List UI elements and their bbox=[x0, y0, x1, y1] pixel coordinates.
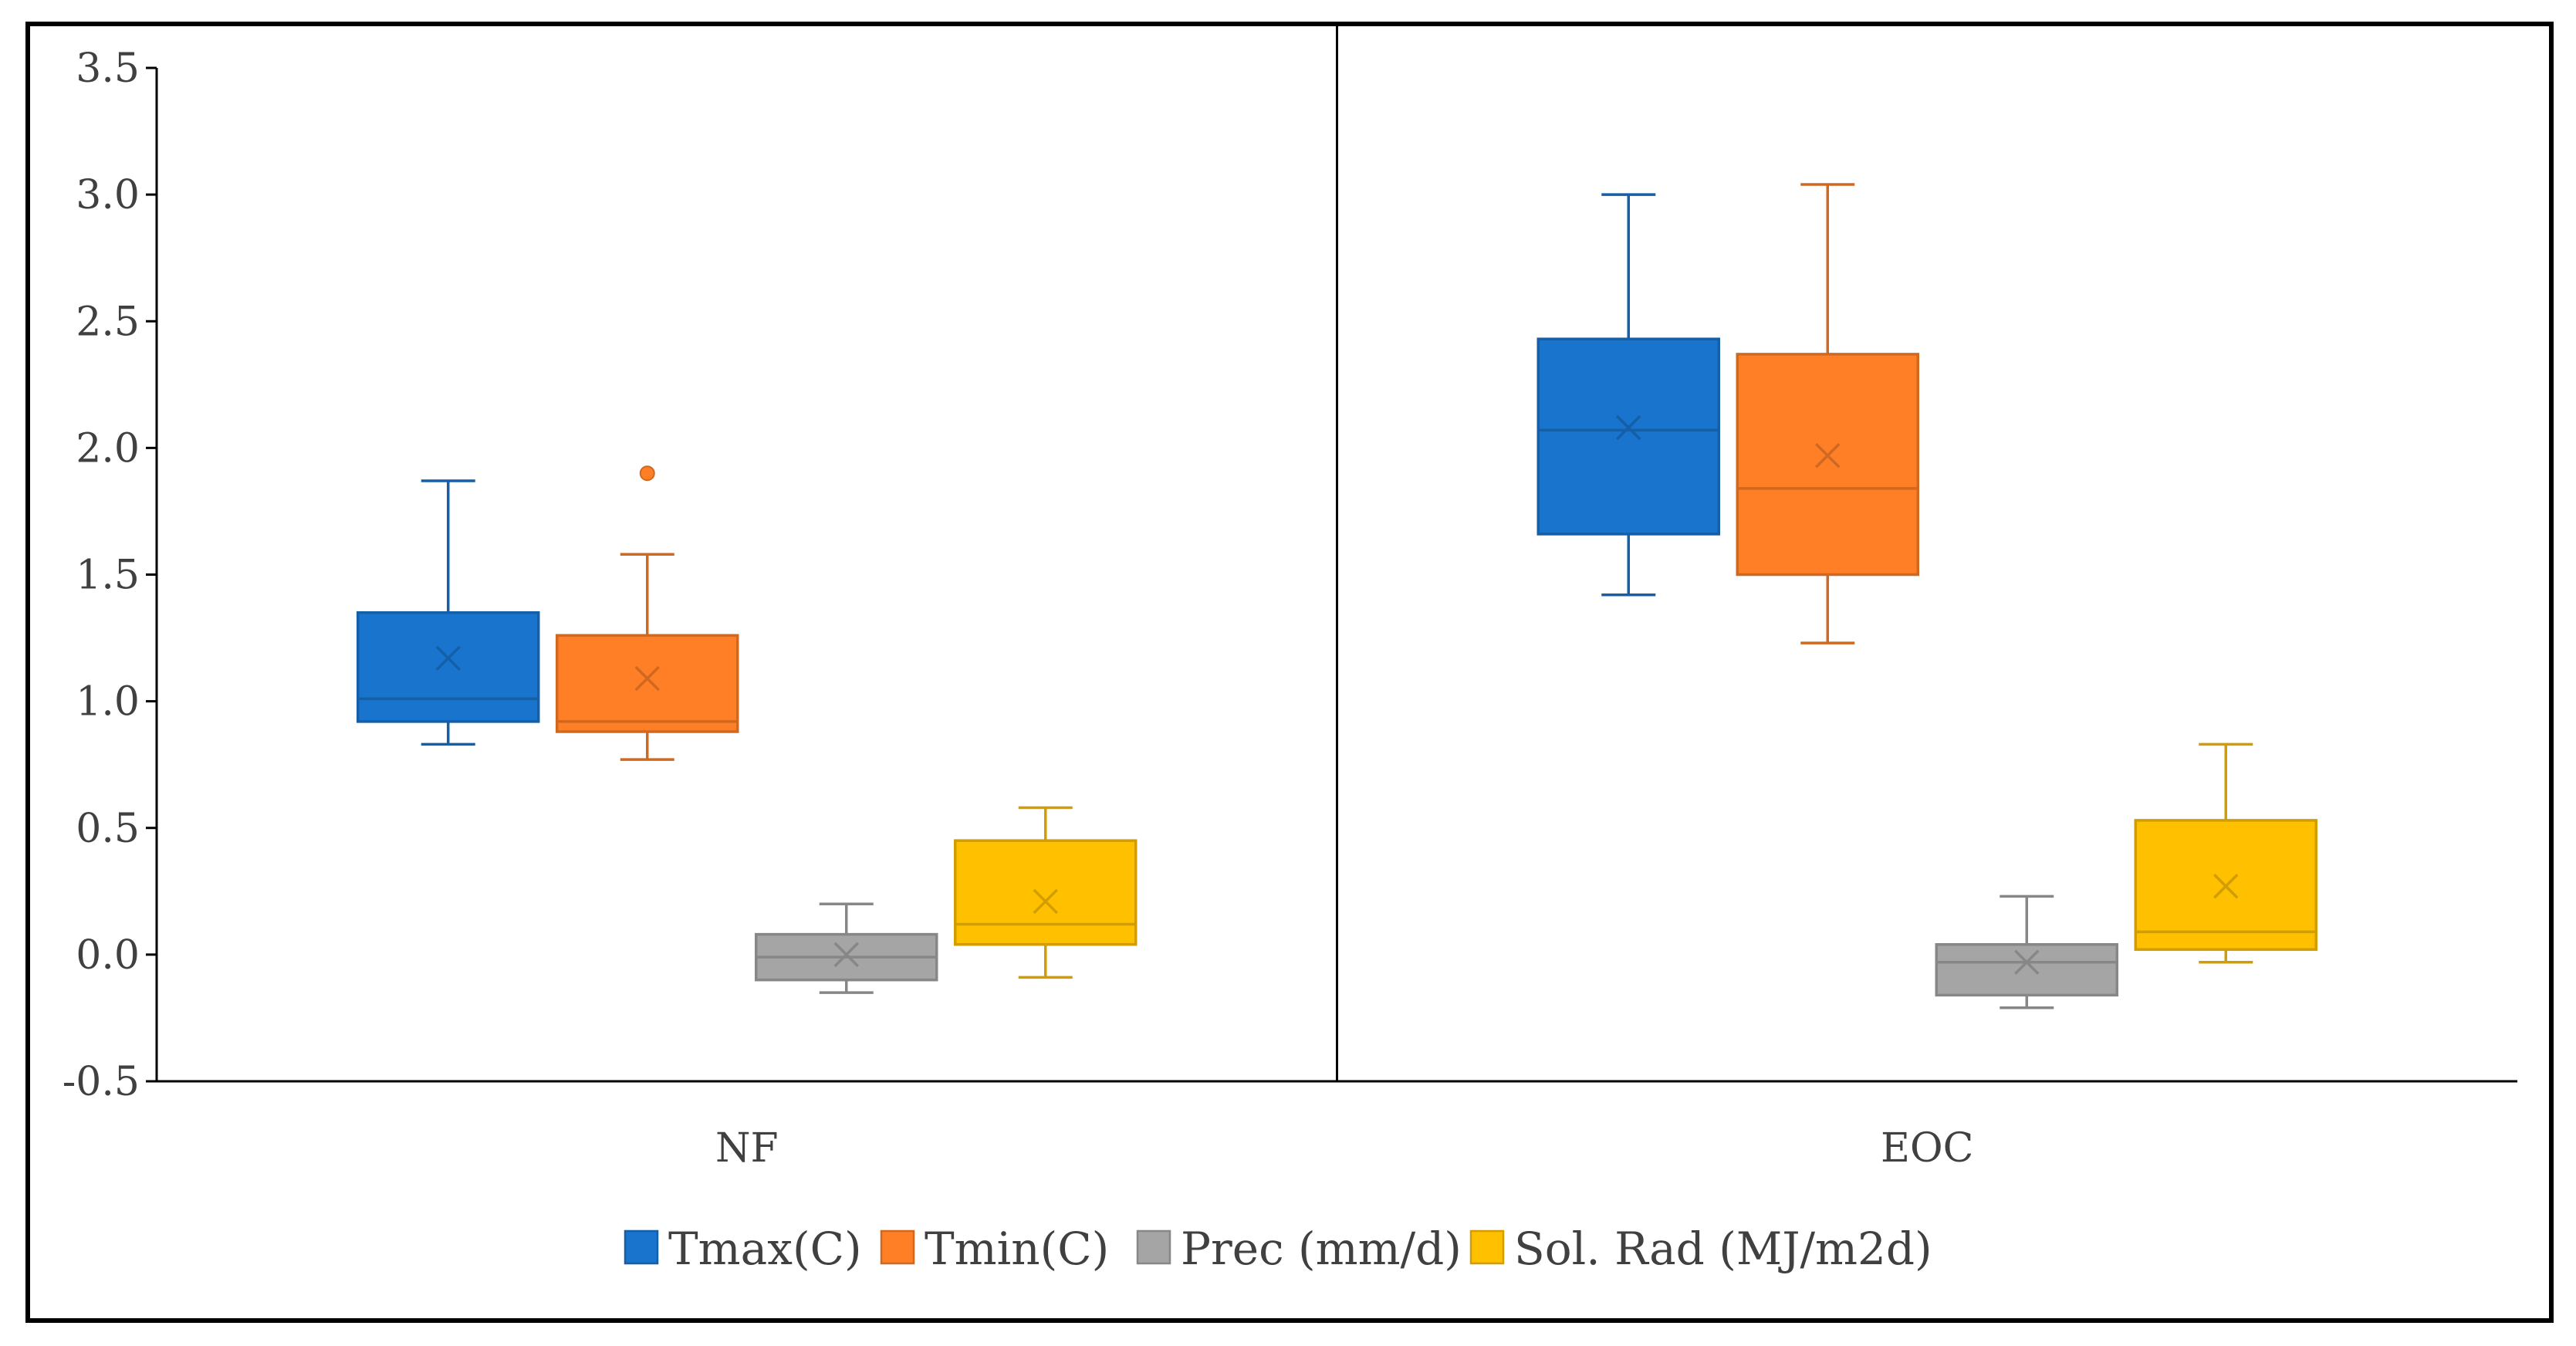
iqr-box bbox=[1935, 942, 2118, 997]
y-tick-label: 0.0 bbox=[76, 932, 140, 979]
legend-label: Sol. Rad (MJ/m2d) bbox=[1514, 1223, 1932, 1275]
mean-marker bbox=[435, 645, 461, 671]
mean-marker bbox=[1815, 442, 1841, 468]
iqr-box bbox=[1536, 337, 1720, 536]
plot-area bbox=[357, 183, 2317, 1010]
y-tick-label: 3.5 bbox=[76, 46, 140, 92]
box-sol-rad-mj-m2d--eoc bbox=[2134, 742, 2317, 964]
outlier-point bbox=[639, 465, 655, 482]
legend-label: Tmax(C) bbox=[668, 1223, 862, 1275]
iqr-box bbox=[1736, 353, 1919, 577]
mean-marker bbox=[1616, 414, 1641, 441]
y-tick-label: 2.5 bbox=[76, 299, 140, 345]
y-tick-label: 1.0 bbox=[76, 679, 140, 725]
box-prec-mm-d--nf bbox=[755, 902, 938, 994]
y-tick-label: 1.5 bbox=[76, 553, 140, 599]
mean-marker bbox=[2014, 949, 2040, 975]
mean-marker bbox=[1033, 888, 1058, 915]
y-tick-label: 2.0 bbox=[76, 425, 140, 472]
legend-swatch bbox=[1136, 1229, 1171, 1265]
y-tick-label: 3.0 bbox=[76, 172, 140, 218]
axes: 3.5 3.0 2.5 2.0 1.5 1.0 0.5 0.0 -0.5 NF EOC bbox=[63, 24, 2517, 1172]
y-tick-label: 0.5 bbox=[76, 806, 140, 852]
legend-swatch bbox=[624, 1229, 659, 1265]
box-prec-mm-d--eoc bbox=[1935, 895, 2118, 1010]
mean-marker bbox=[634, 665, 660, 692]
box-tmax-c--eoc bbox=[1536, 193, 1720, 597]
legend-swatch bbox=[1469, 1229, 1505, 1265]
legend-label: Tmin(C) bbox=[925, 1223, 1109, 1275]
legend: Tmax(C) Tmin(C) Prec (mm/d) Sol. Rad (MJ/m2… bbox=[624, 1223, 1932, 1275]
legend-swatch bbox=[880, 1229, 915, 1265]
legend-label: Prec (mm/d) bbox=[1181, 1223, 1462, 1275]
box-tmin-c--nf bbox=[556, 465, 739, 761]
box-tmin-c--eoc bbox=[1736, 183, 1919, 644]
box-sol-rad-mj-m2d--nf bbox=[954, 806, 1138, 979]
iqr-box bbox=[556, 634, 739, 733]
mean-marker bbox=[2213, 874, 2239, 899]
box-tmax-c--nf bbox=[357, 479, 540, 746]
x-category-label: NF bbox=[715, 1125, 779, 1172]
y-tick-label: -0.5 bbox=[63, 1059, 140, 1105]
iqr-box bbox=[954, 839, 1138, 946]
mean-marker bbox=[833, 942, 859, 968]
iqr-box bbox=[357, 610, 540, 723]
x-category-label: EOC bbox=[1881, 1125, 1973, 1172]
